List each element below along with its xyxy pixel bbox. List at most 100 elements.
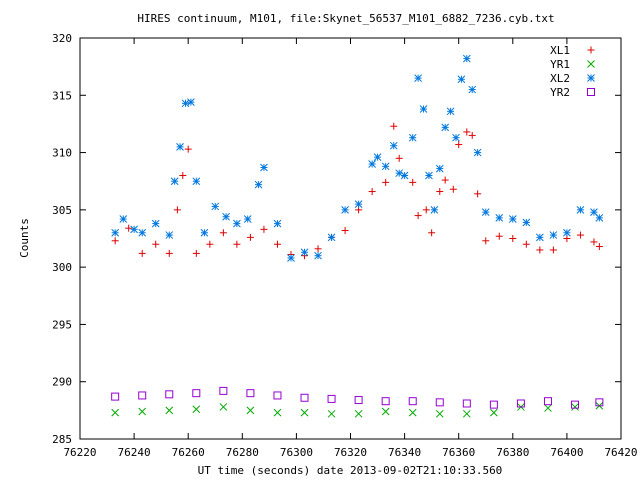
y-tick-label: 315 xyxy=(52,89,72,102)
data-point xyxy=(211,202,220,211)
legend-label: YR2 xyxy=(550,86,570,99)
data-point xyxy=(571,400,580,409)
data-point xyxy=(165,406,174,415)
data-point xyxy=(327,394,336,403)
data-point xyxy=(544,404,552,412)
data-point xyxy=(273,219,282,228)
data-point xyxy=(138,391,147,400)
data-point xyxy=(462,399,471,408)
data-point xyxy=(200,228,209,237)
data-point xyxy=(187,98,195,107)
y-axis-label: Counts xyxy=(18,218,31,258)
data-point xyxy=(176,142,184,151)
y-tick-label: 305 xyxy=(52,204,72,217)
data-point xyxy=(495,232,503,240)
y-tick-label: 295 xyxy=(52,318,72,331)
data-point xyxy=(368,188,376,196)
data-point xyxy=(449,185,457,193)
x-tick-label: 76280 xyxy=(226,446,259,459)
data-point xyxy=(536,246,544,254)
data-point xyxy=(389,141,398,150)
data-point xyxy=(341,226,349,234)
plot-area xyxy=(111,54,604,418)
data-point xyxy=(260,163,268,172)
data-point xyxy=(441,123,450,132)
data-point xyxy=(111,228,120,237)
data-point xyxy=(549,231,558,239)
data-point xyxy=(508,215,517,223)
data-point xyxy=(151,219,160,228)
legend-label: YR1 xyxy=(550,58,570,71)
data-point xyxy=(595,398,604,407)
data-point xyxy=(549,246,557,254)
data-point xyxy=(395,154,403,162)
data-point xyxy=(516,399,525,408)
data-point xyxy=(452,133,460,142)
data-point xyxy=(327,233,336,242)
data-point xyxy=(382,178,390,186)
data-point xyxy=(192,249,200,257)
data-point xyxy=(455,141,463,149)
data-point xyxy=(130,225,138,234)
legend-marker xyxy=(587,88,595,96)
data-point xyxy=(571,403,579,411)
data-point xyxy=(435,398,444,407)
data-point xyxy=(206,240,214,248)
data-point xyxy=(184,145,192,153)
y-tick-label: 320 xyxy=(52,32,72,45)
data-point xyxy=(273,240,281,248)
data-point xyxy=(192,177,201,186)
data-point xyxy=(111,392,120,401)
legend-marker xyxy=(587,74,595,82)
series-xl1 xyxy=(111,122,603,260)
data-point xyxy=(408,408,417,417)
series-xl2 xyxy=(111,54,604,262)
y-tick-label: 310 xyxy=(52,147,72,160)
data-point xyxy=(165,390,174,399)
x-tick-label: 76240 xyxy=(118,446,151,459)
data-point xyxy=(222,212,230,221)
data-point xyxy=(287,254,295,262)
x-tick-label: 76400 xyxy=(550,446,583,459)
x-tick-label: 76360 xyxy=(442,446,475,459)
data-point xyxy=(590,208,598,217)
data-point xyxy=(233,219,241,228)
data-point xyxy=(300,408,309,417)
data-point xyxy=(354,396,363,405)
data-point xyxy=(408,397,417,406)
data-point xyxy=(246,233,254,241)
data-point xyxy=(373,153,382,162)
data-point xyxy=(243,215,252,223)
data-point xyxy=(468,85,477,94)
data-point xyxy=(300,248,309,257)
data-point xyxy=(354,200,363,208)
data-point xyxy=(522,218,531,227)
data-point xyxy=(246,406,255,415)
data-point xyxy=(111,237,119,245)
data-point xyxy=(428,229,436,237)
data-point xyxy=(119,215,128,223)
x-tick-label: 76300 xyxy=(280,446,313,459)
x-tick-label: 76320 xyxy=(334,446,367,459)
data-point xyxy=(381,162,390,171)
data-point xyxy=(409,178,417,186)
data-point xyxy=(576,231,584,239)
data-point xyxy=(495,214,504,222)
x-tick-label: 76420 xyxy=(604,446,637,459)
data-point xyxy=(138,249,146,257)
data-point xyxy=(414,212,422,220)
data-point xyxy=(341,206,349,214)
data-point xyxy=(490,408,498,417)
data-point xyxy=(138,407,147,416)
data-point xyxy=(254,180,263,189)
data-point xyxy=(165,249,173,257)
data-point xyxy=(414,74,422,82)
data-point xyxy=(152,240,160,248)
data-point xyxy=(368,160,376,168)
data-point xyxy=(435,164,444,173)
legend-marker xyxy=(587,60,595,68)
data-point xyxy=(595,243,603,251)
data-point xyxy=(446,107,455,116)
